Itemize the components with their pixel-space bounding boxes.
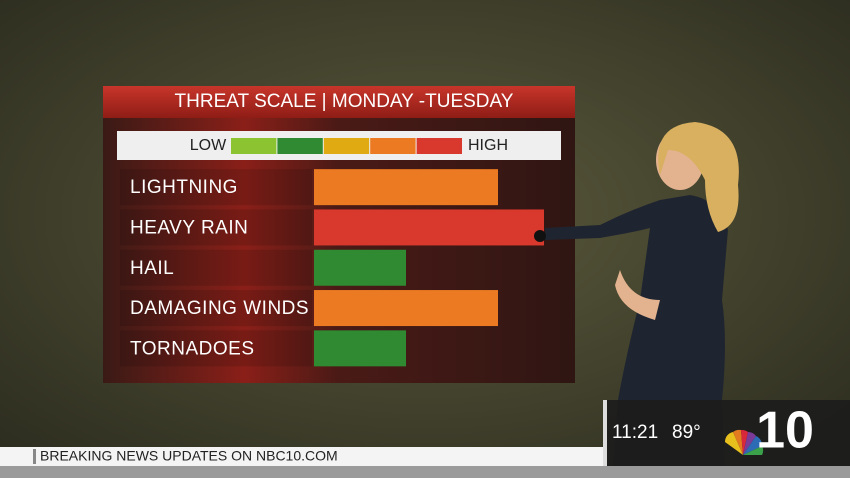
legend-high: HIGH	[468, 137, 508, 154]
bar	[314, 330, 406, 367]
row-label-box	[120, 209, 312, 246]
ticker-divider	[33, 449, 36, 464]
row-label-box	[120, 330, 312, 367]
legend-swatch	[323, 138, 370, 154]
row-label-box	[120, 249, 312, 286]
legend-swatch	[370, 138, 416, 154]
legend-low: LOW	[190, 137, 227, 154]
legend-swatch	[231, 138, 277, 154]
chart-title: THREAT SCALE | MONDAY -TUESDAY	[175, 91, 514, 112]
legend-swatch	[277, 138, 323, 154]
category-label: HEAVY RAIN	[130, 217, 248, 238]
time: 11:21	[612, 422, 658, 443]
plot: LIGHTNING HEAVY RAIN HAIL DAMAGING WINDS TOR…	[120, 138, 544, 367]
station-edge	[603, 400, 607, 466]
ticker-text: BREAKING NEWS UPDATES ON NBC10.COM	[40, 448, 338, 464]
bar	[314, 169, 498, 206]
legend-swatch	[416, 138, 462, 154]
category-label: TORNADOES	[130, 338, 255, 359]
ticker-base	[0, 466, 850, 478]
peacock-logo	[724, 429, 764, 455]
category-label: HAIL	[130, 258, 174, 279]
category-label: DAMAGING WINDS	[130, 298, 309, 319]
row-label-box	[120, 290, 312, 327]
station-box	[603, 400, 850, 466]
bar	[314, 290, 498, 327]
temperature: 89°	[672, 422, 701, 443]
channel-number: 10	[756, 402, 814, 460]
bar	[314, 249, 406, 286]
ticker-bar	[0, 447, 603, 466]
title-bar	[103, 86, 575, 118]
category-label: LIGHTNING	[130, 177, 238, 198]
row-label-box	[120, 169, 312, 206]
bar	[314, 209, 544, 246]
